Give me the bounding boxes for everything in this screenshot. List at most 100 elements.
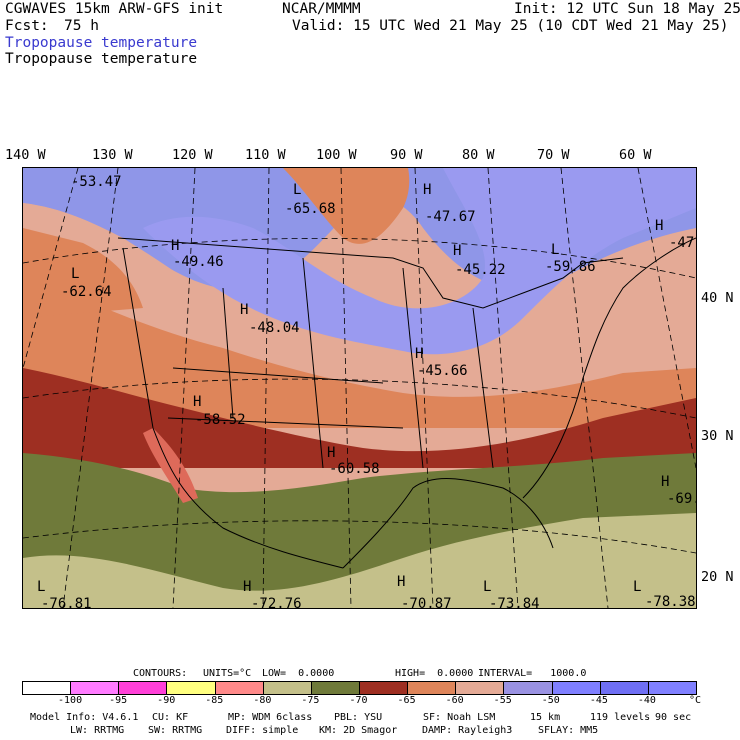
- model-title: CGWAVES 15km ARW-GFS init: [5, 1, 224, 17]
- contours-units: UNITS=°C: [203, 668, 252, 679]
- forecast-label: Fcst:: [5, 18, 49, 34]
- high-value: -72.76: [251, 596, 302, 608]
- lon-label-80w: 80 W: [462, 147, 495, 163]
- colorbar-tick-label: -60: [445, 695, 464, 706]
- colorbar-tick-label: -45: [589, 695, 608, 706]
- org-label: NCAR/MMMM: [282, 1, 361, 17]
- graticule: [23, 168, 696, 608]
- colorbar-tick-label: -65: [397, 695, 416, 706]
- band-blue-central: [143, 168, 696, 355]
- colorbar-tick-label: °C: [688, 695, 702, 706]
- contours-low: LOW= 0.0000: [262, 668, 335, 679]
- corner-value: -53.47: [71, 174, 122, 190]
- colorbar-cell: [167, 682, 216, 694]
- high-marker: H: [661, 474, 669, 490]
- high-marker: H: [453, 243, 461, 259]
- lon-label-140w: 140 W: [5, 147, 46, 163]
- band-orange: [23, 273, 696, 428]
- lat-label-30n: 30 N: [701, 428, 734, 444]
- colorbar-cell: [552, 682, 601, 694]
- low-marker: L: [633, 579, 641, 595]
- high-value: -45.66: [417, 363, 468, 379]
- band-red-fringe: [143, 428, 198, 503]
- band-dark-red: [23, 368, 696, 468]
- borders: [117, 237, 696, 569]
- colorbar-cell: [359, 682, 409, 694]
- high-value: -49.46: [173, 254, 224, 270]
- footer-diff: DIFF: simple: [226, 725, 299, 736]
- high-value: -47.67: [425, 209, 476, 225]
- colorbar-tick-label: -50: [541, 695, 560, 706]
- high-marker: H: [240, 302, 248, 318]
- forecast-hour: 75 h: [64, 18, 99, 34]
- valid-time: Valid: 15 UTC Wed 21 May 25 (10 CDT Wed …: [292, 18, 729, 34]
- colorbar-cell: [504, 682, 553, 694]
- high-marker: H: [243, 579, 251, 595]
- high-value: -58.52: [195, 412, 246, 428]
- footer-resolution: 15 km: [530, 712, 561, 723]
- colorbar-tick-label: -75: [301, 695, 320, 706]
- field-title-black: Tropopause temperature: [5, 51, 198, 67]
- high-marker: H: [415, 346, 423, 362]
- high-value: -70.87: [401, 596, 452, 608]
- footer-km: KM: 2D Smagor: [319, 725, 398, 736]
- contours-high: HIGH= 0.0000: [395, 668, 474, 679]
- lon-label-70w: 70 W: [537, 147, 570, 163]
- lon-label-130w: 130 W: [92, 147, 133, 163]
- colorbar-tick-label: -100: [58, 695, 83, 706]
- footer-sf: SF: Noah LSM: [423, 712, 496, 723]
- colorbar-cell: [648, 682, 696, 694]
- high-value: -45.22: [455, 262, 506, 278]
- colorbar-tick-label: -90: [157, 695, 176, 706]
- low-value: -78.38: [645, 594, 696, 608]
- high-value: -47.: [669, 235, 696, 251]
- high-marker: H: [193, 394, 201, 410]
- footer-timestep: 90 sec: [655, 712, 692, 723]
- high-marker: H: [655, 218, 663, 234]
- lat-label-40n: 40 N: [701, 290, 734, 306]
- colorbar-cell: [263, 682, 312, 694]
- footer-lw: LW: RRTMG: [70, 725, 125, 736]
- low-marker: L: [483, 579, 491, 595]
- colorbar-cell: [23, 682, 72, 694]
- band-khaki: [23, 513, 696, 608]
- footer-pbl: PBL: YSU: [334, 712, 383, 723]
- colorbar-tick-label: -95: [109, 695, 128, 706]
- low-marker: L: [71, 266, 79, 282]
- contours-interval: INTERVAL= 1000.0: [478, 668, 587, 679]
- footer-sw: SW: RRTMG: [148, 725, 203, 736]
- lon-label-100w: 100 W: [316, 147, 357, 163]
- lon-label-90w: 90 W: [390, 147, 423, 163]
- colorbar-cell: [71, 682, 120, 694]
- colorbar-cell: [311, 682, 360, 694]
- high-marker: H: [327, 445, 335, 461]
- high-value: -60.58: [329, 461, 380, 477]
- band-orange-west: [23, 228, 143, 318]
- low-value: -59.86: [545, 259, 596, 275]
- footer-model-info: Model Info: V4.6.1: [30, 712, 139, 723]
- high-value: -48.04: [249, 320, 300, 336]
- colorbar-cell: [408, 682, 457, 694]
- footer-sflay: SFLAY: MM5: [538, 725, 599, 736]
- colorbar-tick-label: -85: [205, 695, 224, 706]
- footer-levels: 119 levels: [590, 712, 651, 723]
- footer-mp: MP: WDM 6class: [228, 712, 313, 723]
- footer-cu: CU: KF: [152, 712, 189, 723]
- low-value: -76.81: [41, 596, 92, 608]
- lat-label-20n: 20 N: [701, 569, 734, 585]
- low-marker: L: [37, 579, 45, 595]
- footer-damp: DAMP: Rayleigh3: [422, 725, 513, 736]
- low-marker: L: [551, 242, 559, 258]
- colorbar-cell: [600, 682, 649, 694]
- lon-label-110w: 110 W: [245, 147, 286, 163]
- high-marker: H: [423, 182, 431, 198]
- tropopause-temperature-map: H -47.67 H -49.46 H -45.22 H -48.04 H -4…: [22, 167, 697, 609]
- low-value: -62.64: [61, 284, 112, 300]
- high-marker: H: [397, 574, 405, 590]
- lon-label-60w: 60 W: [619, 147, 652, 163]
- low-marker: L: [293, 182, 301, 198]
- colorbar-tick-label: -55: [493, 695, 512, 706]
- colorbar-cell: [215, 682, 264, 694]
- contours-label: CONTOURS:: [133, 668, 188, 679]
- lon-label-120w: 120 W: [172, 147, 213, 163]
